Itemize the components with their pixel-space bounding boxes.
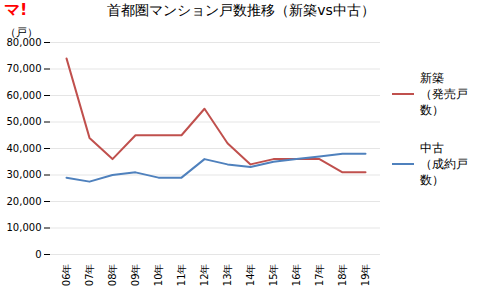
svg-text:19年: 19年 xyxy=(360,264,371,287)
svg-text:（戸）: （戸） xyxy=(5,26,38,39)
svg-text:07年: 07年 xyxy=(84,264,95,287)
svg-text:0: 0 xyxy=(35,249,41,260)
svg-text:18年: 18年 xyxy=(337,264,348,287)
svg-text:17年: 17年 xyxy=(314,264,325,287)
svg-text:80,000: 80,000 xyxy=(6,36,42,48)
svg-text:11年: 11年 xyxy=(176,264,187,287)
svg-text:60,000: 60,000 xyxy=(7,90,42,101)
html-text:新築 （発売戸数）: 新築 （発売戸数） xyxy=(420,71,468,117)
svg-text:16年: 16年 xyxy=(291,264,302,287)
svg-text:30,000: 30,000 xyxy=(7,169,42,180)
svg-text:13年: 13年 xyxy=(222,264,233,287)
svg-text:15年: 15年 xyxy=(268,264,279,287)
html-text:マ!: マ! xyxy=(4,0,28,19)
svg-text:09年: 09年 xyxy=(130,264,141,287)
html-text:首都圏マンション戸数推移（新築vs中古）: 首都圏マンション戸数推移（新築vs中古） xyxy=(107,2,375,18)
svg-text:06年: 06年 xyxy=(61,264,72,287)
svg-text:10年: 10年 xyxy=(153,264,164,287)
html-text:中古 （成約戸数）: 中古 （成約戸数） xyxy=(420,141,468,187)
svg-text:20,000: 20,000 xyxy=(7,196,42,207)
svg-text:12年: 12年 xyxy=(199,264,210,287)
svg-text:70,000: 70,000 xyxy=(7,63,42,74)
svg-text:08年: 08年 xyxy=(107,264,118,287)
svg-text:14年: 14年 xyxy=(245,264,256,287)
svg-text:40,000: 40,000 xyxy=(7,143,42,154)
svg-text:50,000: 50,000 xyxy=(7,116,42,127)
svg-text:10,000: 10,000 xyxy=(7,222,42,233)
